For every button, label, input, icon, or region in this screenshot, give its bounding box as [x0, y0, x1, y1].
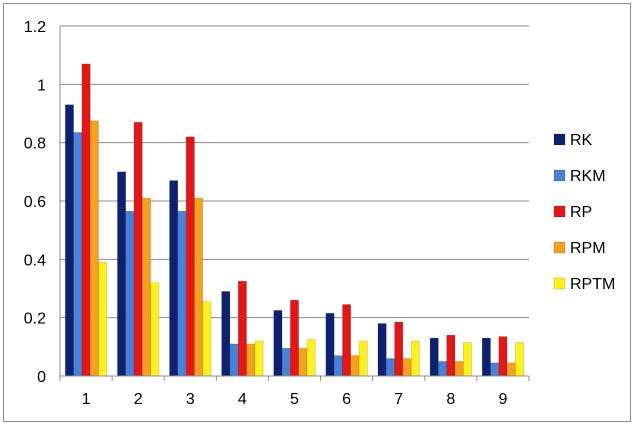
- x-tick-label: 2: [134, 391, 143, 408]
- bar-rpm-5: [298, 348, 308, 377]
- x-tick-label: 8: [446, 391, 455, 408]
- y-tick-labels: 0 0.2 0.4 0.6 0.8 1 1.2: [24, 19, 46, 386]
- axes: [59, 26, 530, 381]
- y-tick-label: 0.6: [24, 194, 46, 211]
- bar-rpm-9: [506, 362, 516, 377]
- legend-swatch-rkm: [553, 169, 566, 182]
- bar-rpm-6: [350, 355, 360, 377]
- bar-rk-6: [325, 313, 335, 377]
- bar-rp-7: [394, 321, 404, 377]
- bar-rp-4: [237, 280, 247, 377]
- bar-rk-5: [273, 310, 283, 377]
- bar-rptm-5: [306, 339, 316, 377]
- bar-rk-8: [429, 337, 439, 377]
- bar-rkm-6: [333, 355, 343, 377]
- y-tick-label: 0.2: [24, 311, 46, 328]
- bar-chart: 0 0.2 0.4 0.6 0.8 1 1.2 1 2 3 4 5 6 7 8 9 RK RKM RP RPM RP…: [24, 19, 616, 408]
- bar-rk-7: [377, 323, 387, 377]
- x-tick-label: 9: [498, 391, 507, 408]
- bar-rk-9: [481, 337, 491, 377]
- bar-rkm-7: [386, 358, 395, 377]
- bar-rp-9: [498, 336, 508, 377]
- bar-rkm-5: [281, 348, 291, 377]
- x-tick-label: 3: [186, 391, 195, 408]
- bar-rptm-6: [358, 340, 368, 377]
- bar-rkm-9: [490, 362, 500, 377]
- y-tick-label: 1.2: [24, 19, 46, 36]
- bar-rkm-2: [125, 210, 135, 377]
- bar-rpm-1: [89, 120, 99, 377]
- bar-rkm-1: [73, 132, 83, 377]
- legend-swatch-rk: [553, 133, 566, 146]
- bar-rpm-3: [194, 197, 203, 377]
- bar-rkm-4: [229, 343, 239, 377]
- y-tick-label: 0.8: [24, 136, 46, 153]
- bar-rpm-4: [246, 343, 256, 377]
- legend-swatch-rpm: [553, 241, 566, 254]
- bar-rpm-7: [402, 358, 412, 377]
- bar-rptm-7: [410, 340, 420, 377]
- bar-rptm-9: [515, 342, 524, 377]
- legend-label-rkm: RKM: [570, 168, 606, 185]
- y-tick-label: 1: [37, 77, 46, 94]
- bar-rpm-2: [142, 197, 151, 377]
- bar-rk-1: [65, 104, 74, 377]
- legend-swatch-rptm: [553, 277, 566, 290]
- bar-rp-6: [342, 304, 352, 377]
- bar-rptm-2: [150, 282, 160, 377]
- bar-rkm-8: [438, 361, 447, 377]
- bar-rptm-1: [98, 262, 108, 377]
- legend-label-rp: RP: [570, 204, 592, 221]
- bars: [65, 63, 524, 377]
- bar-rp-1: [81, 63, 91, 377]
- bar-rkm-3: [177, 210, 187, 377]
- x-tick-label: 1: [82, 391, 91, 408]
- bar-rp-8: [446, 334, 456, 377]
- bar-rp-2: [133, 122, 143, 377]
- legend-label-rpm: RPM: [570, 240, 606, 257]
- bar-rptm-3: [202, 301, 212, 377]
- y-tick-label: 0: [37, 369, 46, 386]
- x-tick-labels: 1 2 3 4 5 6 7 8 9: [82, 391, 508, 408]
- x-tick-label: 5: [290, 391, 299, 408]
- bar-rk-2: [117, 171, 126, 377]
- x-tick-label: 6: [342, 391, 351, 408]
- legend-swatch-rp: [553, 205, 566, 218]
- x-tick-label: 4: [238, 391, 247, 408]
- bar-rk-3: [169, 180, 179, 377]
- bar-rp-3: [185, 136, 195, 377]
- legend-label-rk: RK: [570, 132, 593, 149]
- chart-frame: 0 0.2 0.4 0.6 0.8 1 1.2 1 2 3 4 5 6 7 8 9 RK RKM RP RPM RP…: [3, 3, 631, 422]
- bar-rp-5: [290, 299, 299, 377]
- bar-rptm-4: [254, 340, 264, 377]
- bar-rk-4: [221, 291, 231, 377]
- bar-rpm-8: [454, 361, 464, 377]
- bar-rptm-8: [463, 342, 472, 377]
- legend: RK RKM RP RPM RPTM: [553, 132, 615, 293]
- y-tick-label: 0.4: [24, 252, 46, 269]
- legend-label-rptm: RPTM: [570, 276, 615, 293]
- x-tick-label: 7: [394, 391, 403, 408]
